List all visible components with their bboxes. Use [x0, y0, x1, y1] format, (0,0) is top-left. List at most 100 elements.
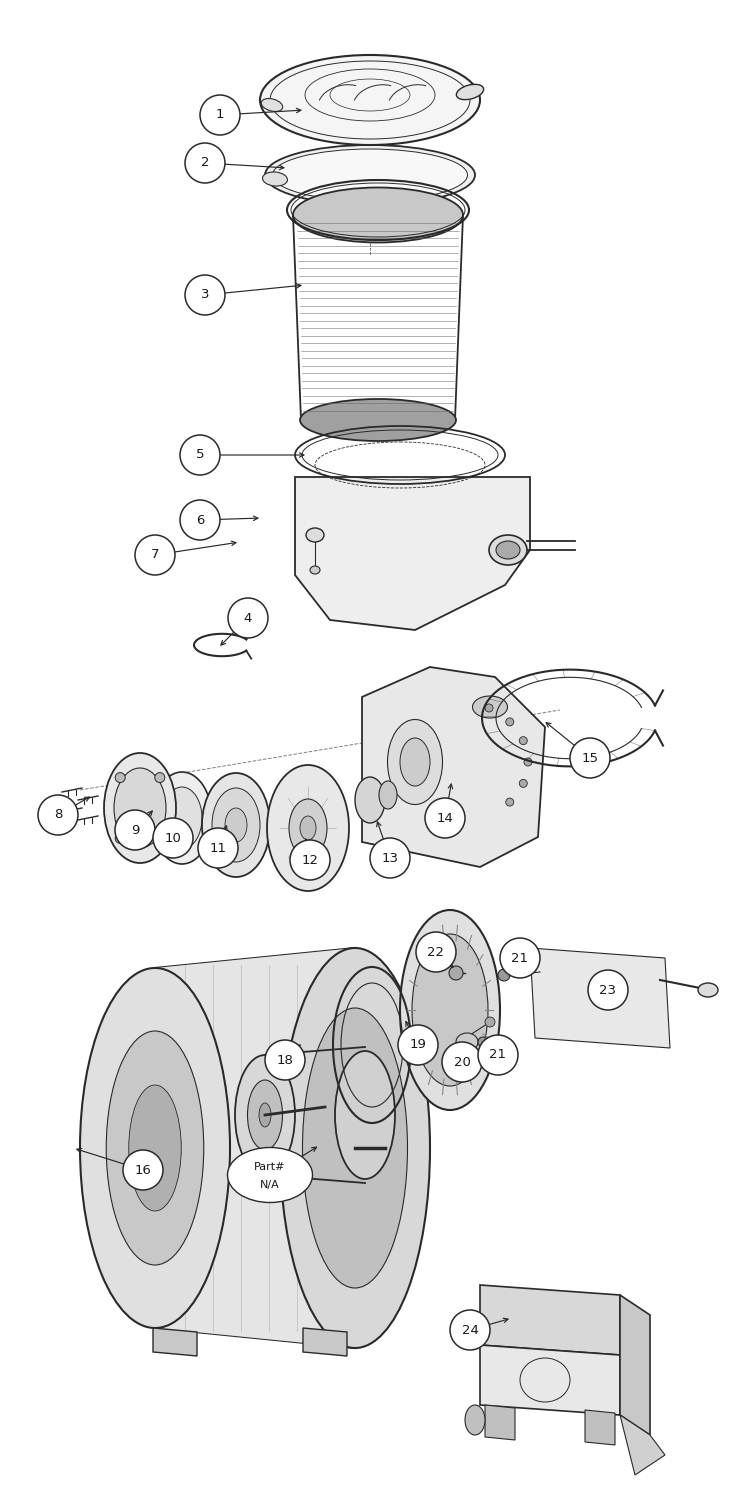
Ellipse shape — [262, 172, 287, 186]
Ellipse shape — [289, 800, 327, 856]
Circle shape — [115, 810, 155, 850]
Circle shape — [180, 500, 220, 540]
Ellipse shape — [293, 188, 463, 243]
Polygon shape — [620, 1414, 665, 1474]
Circle shape — [524, 758, 532, 766]
Ellipse shape — [114, 768, 166, 847]
Text: 22: 22 — [427, 945, 444, 958]
Ellipse shape — [456, 1034, 478, 1052]
Ellipse shape — [300, 816, 316, 840]
Circle shape — [135, 536, 175, 574]
Circle shape — [498, 969, 510, 981]
Polygon shape — [620, 1294, 650, 1436]
Ellipse shape — [152, 772, 212, 864]
Circle shape — [485, 1017, 495, 1028]
Ellipse shape — [379, 782, 397, 808]
Text: 16: 16 — [135, 1164, 151, 1176]
Text: 15: 15 — [581, 752, 599, 765]
Text: N/A: N/A — [260, 1180, 280, 1190]
Polygon shape — [155, 948, 355, 1348]
Circle shape — [442, 1042, 482, 1082]
Text: 24: 24 — [462, 1323, 478, 1336]
Circle shape — [180, 435, 220, 476]
Polygon shape — [153, 1328, 197, 1356]
Ellipse shape — [267, 765, 349, 891]
Text: 10: 10 — [165, 831, 181, 844]
Ellipse shape — [162, 788, 202, 849]
Ellipse shape — [202, 772, 270, 877]
Text: 23: 23 — [599, 984, 617, 996]
Text: 6: 6 — [196, 513, 205, 526]
Text: 7: 7 — [150, 549, 159, 561]
Ellipse shape — [259, 1102, 271, 1126]
Circle shape — [520, 736, 527, 744]
Polygon shape — [530, 948, 670, 1048]
Ellipse shape — [698, 982, 718, 998]
Text: 21: 21 — [490, 1048, 507, 1062]
Circle shape — [506, 798, 514, 806]
Circle shape — [370, 839, 410, 878]
Ellipse shape — [272, 148, 468, 201]
Text: 13: 13 — [381, 852, 399, 864]
Circle shape — [506, 718, 514, 726]
Circle shape — [185, 142, 225, 183]
Circle shape — [416, 932, 456, 972]
Polygon shape — [362, 668, 545, 867]
Circle shape — [588, 970, 628, 1010]
Text: 3: 3 — [201, 288, 209, 302]
Text: 8: 8 — [54, 808, 62, 822]
Text: 18: 18 — [277, 1053, 293, 1066]
Circle shape — [425, 798, 465, 838]
Circle shape — [450, 1310, 490, 1350]
Circle shape — [38, 795, 78, 836]
Text: 9: 9 — [131, 824, 139, 837]
Circle shape — [520, 780, 527, 788]
Ellipse shape — [265, 146, 475, 206]
Ellipse shape — [225, 808, 247, 842]
Ellipse shape — [355, 777, 385, 824]
Circle shape — [478, 1036, 488, 1047]
Circle shape — [155, 834, 165, 843]
Ellipse shape — [302, 1008, 408, 1288]
Circle shape — [398, 1024, 438, 1065]
Text: 21: 21 — [511, 951, 529, 964]
Text: 2: 2 — [201, 156, 209, 170]
Ellipse shape — [412, 934, 488, 1086]
Ellipse shape — [306, 528, 324, 542]
Ellipse shape — [106, 1030, 204, 1264]
Polygon shape — [480, 1346, 620, 1414]
Ellipse shape — [235, 1054, 295, 1174]
Ellipse shape — [104, 753, 176, 862]
Circle shape — [485, 704, 493, 712]
Polygon shape — [295, 477, 530, 630]
Polygon shape — [485, 1406, 515, 1440]
Circle shape — [198, 828, 238, 868]
Text: 4: 4 — [244, 612, 252, 624]
Ellipse shape — [261, 99, 283, 111]
Ellipse shape — [387, 720, 442, 804]
Ellipse shape — [247, 1080, 283, 1150]
Ellipse shape — [465, 1406, 485, 1435]
Text: 11: 11 — [210, 842, 226, 855]
Ellipse shape — [300, 399, 456, 441]
Ellipse shape — [489, 536, 527, 566]
Text: 1: 1 — [216, 108, 224, 122]
Circle shape — [570, 738, 610, 778]
Text: 12: 12 — [302, 853, 319, 867]
Ellipse shape — [80, 968, 230, 1328]
Circle shape — [478, 1035, 518, 1076]
Text: 19: 19 — [410, 1038, 426, 1052]
Polygon shape — [585, 1410, 615, 1444]
Polygon shape — [303, 1328, 347, 1356]
Ellipse shape — [400, 910, 500, 1110]
Ellipse shape — [260, 56, 480, 146]
Circle shape — [290, 840, 330, 880]
Polygon shape — [480, 1286, 620, 1354]
Text: Part#: Part# — [254, 1162, 286, 1172]
Ellipse shape — [496, 542, 520, 560]
Circle shape — [265, 1040, 305, 1080]
Ellipse shape — [456, 84, 484, 99]
Circle shape — [185, 274, 225, 315]
Circle shape — [228, 598, 268, 638]
Ellipse shape — [280, 948, 430, 1348]
